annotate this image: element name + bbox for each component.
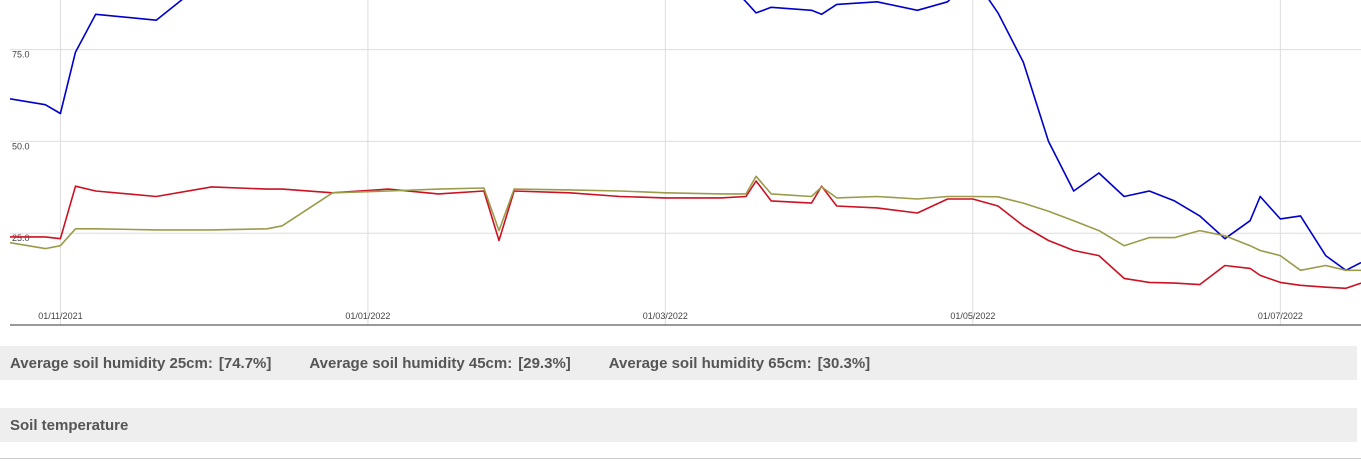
x-tick-label: 01/11/2021 xyxy=(38,311,82,321)
series-line xyxy=(9,0,1361,272)
summary-bar: Average soil humidity 25cm: [74.7%] Avera… xyxy=(0,346,1357,380)
label: Average soil humidity 45cm: xyxy=(309,354,513,372)
y-tick-label: 75.0 xyxy=(12,50,30,60)
value: [29.3%] xyxy=(518,354,571,372)
x-tick-label: 01/07/2022 xyxy=(1258,311,1303,321)
y-tick-label: 50.0 xyxy=(12,141,30,151)
summary-item: Average soil humidity 45cm: [29.3%] xyxy=(309,355,570,372)
section-title: Soil temperature xyxy=(10,416,129,434)
series-line xyxy=(10,180,1361,290)
summary-item: Average soil humidity 65cm: [30.3%] xyxy=(609,355,870,372)
label: Average soil humidity 65cm: xyxy=(608,354,812,372)
x-tick-label: 01/05/2022 xyxy=(950,311,995,321)
value: [30.3%] xyxy=(817,354,871,372)
label: Average soil humidity 25cm: xyxy=(10,354,213,372)
section-header: Soil temperature xyxy=(0,408,1357,442)
x-tick-label: 01/03/2022 xyxy=(643,311,688,321)
summary-item: Average soil humidity 25cm: [74.7%] xyxy=(10,355,271,372)
x-tick-label: 01/01/2022 xyxy=(345,311,390,321)
value: [74.7%] xyxy=(218,354,272,372)
series-line xyxy=(9,175,1361,272)
divider xyxy=(0,458,1361,459)
y-tick-label: 25.0 xyxy=(12,233,30,243)
chart: 25.0 50.0 75.0 01/11/2021 01/01/2022 01/03/20… xyxy=(9,0,1361,326)
